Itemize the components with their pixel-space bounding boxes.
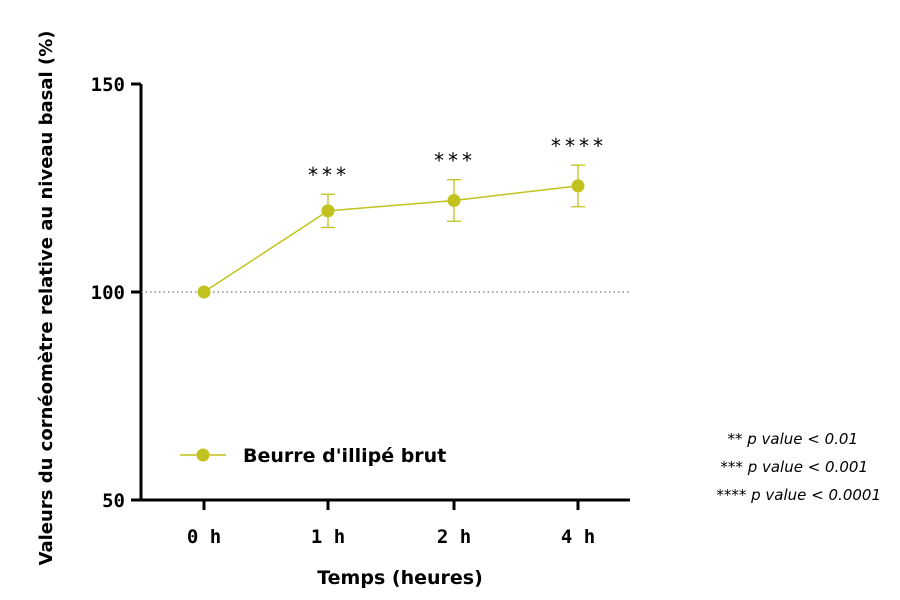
note-line-2: *** p value < 0.001 (720, 458, 868, 476)
y-tick-label: 50 (102, 490, 125, 512)
note-line-1: ** p value < 0.01 (727, 430, 858, 448)
data-point (197, 285, 211, 299)
significance-label: *** (433, 149, 475, 173)
x-tick-label: 2 h (437, 526, 471, 548)
data-point (321, 204, 335, 218)
series-group: ********** (197, 134, 606, 299)
x-tick-label: 0 h (187, 526, 221, 548)
y-tick-label: 100 (91, 282, 125, 304)
series-line (203, 185, 579, 293)
significance-label: **** (550, 134, 606, 158)
y-ticks: 50 100 150 (91, 74, 141, 512)
y-axis-label: Valeurs du cornéomètre relative au nivea… (36, 31, 57, 566)
x-ticks: 0 h 1 h 2 h 4 h (187, 500, 595, 548)
x-tick-label: 1 h (311, 526, 345, 548)
x-tick-label: 4 h (561, 526, 595, 548)
note-line-3: **** p value < 0.0001 (716, 486, 881, 504)
x-axis-label: Temps (heures) (317, 567, 483, 589)
legend-label: Beurre d'illipé brut (243, 445, 446, 467)
significance-notes: ** p value < 0.01 *** p value < 0.001 **… (716, 430, 881, 504)
legend: Beurre d'illipé brut (180, 445, 446, 467)
legend-marker (196, 448, 210, 462)
y-tick-label: 150 (91, 74, 125, 96)
data-point (447, 193, 461, 207)
significance-label: *** (307, 163, 349, 187)
data-point (571, 179, 585, 193)
